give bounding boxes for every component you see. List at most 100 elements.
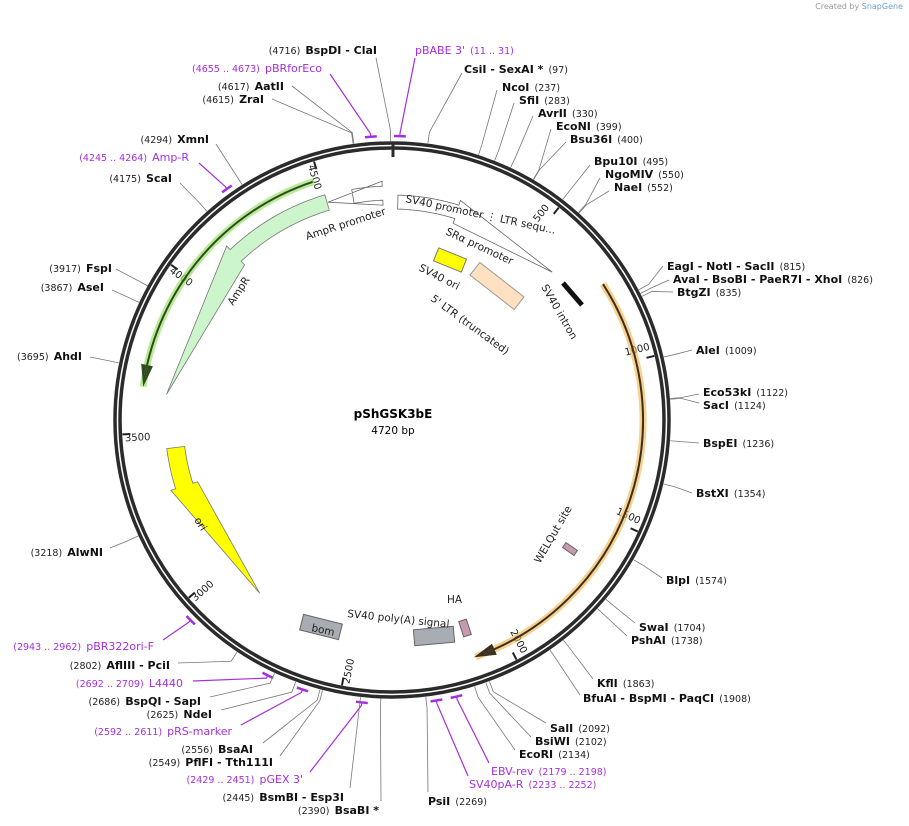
- primer-label: (4245 .. 4264) Amp-R: [79, 146, 189, 165]
- site-position: (4294): [140, 135, 172, 146]
- site-position: (3867): [41, 283, 73, 294]
- tick-mark: [511, 652, 518, 661]
- site-position: (4175): [109, 174, 141, 185]
- primer-label: EBV-rev (2179 .. 2198): [491, 760, 607, 779]
- site-position: (3917): [49, 264, 81, 275]
- site-label: NcoI (237): [502, 76, 560, 95]
- site-label: SwaI (1704): [639, 616, 705, 635]
- site-name: AflIII - PciI: [106, 659, 170, 672]
- feature-label-welqut: WELQut site: [532, 504, 575, 566]
- ha-tag: [458, 618, 472, 638]
- site-leader-line: [89, 356, 119, 364]
- site-leader-line: [663, 349, 693, 358]
- site-position: (550): [658, 170, 684, 181]
- site-label: BtgZI (835): [677, 281, 741, 300]
- site-name: Eco53kI: [703, 386, 751, 399]
- site-name: BspQI - SapI: [125, 695, 201, 708]
- site-label: EagI - NotI - SacII (815): [667, 255, 805, 274]
- site-leader-line: [494, 102, 515, 161]
- site-position: (1122): [756, 388, 788, 399]
- site-label: EcoRI (2134): [519, 743, 590, 762]
- site-leader-line: [427, 72, 463, 144]
- site-label: (2390) BsaBI *: [298, 799, 379, 818]
- site-position: (399): [596, 122, 622, 133]
- tick-mark: [630, 527, 639, 533]
- primer-label: (2943 .. 2962) pBR322ori-F: [13, 635, 154, 654]
- site-name: L4440: [149, 677, 183, 690]
- site-position: (11 .. 31): [470, 46, 514, 57]
- site-leader-line: [220, 681, 296, 711]
- site-position: (237): [534, 83, 560, 94]
- site-label: (4615) ZraI: [202, 88, 264, 107]
- site-position: (330): [572, 109, 598, 120]
- sv40-ori-box: [432, 247, 468, 273]
- primer-label: (2592 .. 2611) pRS-marker: [94, 720, 232, 739]
- site-name: AvaI - BsoBI - PaeR7I - XhoI: [673, 273, 842, 286]
- site-position: (283): [544, 96, 570, 107]
- site-leader-line: [179, 182, 208, 212]
- site-name: FspI: [86, 262, 112, 275]
- orf-arc-green: [143, 180, 313, 381]
- site-leader-line: [562, 164, 591, 200]
- site-leader-line: [177, 651, 238, 664]
- site-leader-line: [349, 697, 361, 789]
- credit-prefix: Created by: [815, 2, 860, 11]
- site-position: (3695): [17, 352, 49, 363]
- site-name: Bsu36I: [570, 133, 612, 146]
- site-position: (4617): [218, 82, 250, 93]
- tick-mark: [340, 677, 345, 686]
- site-label: PshAI (1738): [631, 629, 703, 648]
- primer-label: (4655 .. 4673) pBRforEco: [192, 57, 322, 76]
- site-leader-line: [215, 143, 243, 185]
- site-position: (2549): [149, 758, 181, 769]
- primer-mark: [364, 135, 377, 139]
- site-name: AseI: [77, 281, 104, 294]
- site-leader-line: [510, 115, 534, 168]
- primer-mark: [296, 686, 309, 693]
- site-position: (495): [643, 157, 669, 168]
- site-label: BfuAI - BspMI - PaqCI (1908): [583, 687, 751, 706]
- site-name: EagI - NotI - SacII: [667, 260, 775, 273]
- site-leader-line: [478, 89, 498, 155]
- site-leader-line: [375, 57, 391, 142]
- primer-mark: [450, 693, 463, 700]
- site-leader-line: [425, 696, 429, 793]
- site-position: (4245 .. 4264): [79, 153, 147, 164]
- site-name: AleI: [696, 344, 720, 357]
- site-label: NaeI (552): [614, 176, 673, 195]
- primer-label: SV40pA-R (2233 .. 2252): [469, 773, 596, 792]
- site-name: SfiI: [519, 94, 539, 107]
- tick-mark: [188, 591, 196, 599]
- site-position: (1236): [743, 439, 775, 450]
- site-label: EcoNI (399): [556, 115, 622, 134]
- site-name: XmnI: [177, 133, 209, 146]
- site-position: (2692 .. 2709): [76, 679, 144, 690]
- site-position: (1863): [623, 679, 655, 690]
- primer-mark: [430, 698, 443, 703]
- site-name: NgoMIV: [605, 168, 654, 181]
- site-leader-line: [532, 128, 552, 180]
- primer-mark: [355, 700, 368, 705]
- site-leader-line: [597, 608, 628, 637]
- feature-label-ha: HA: [447, 594, 463, 606]
- site-name: ScaI: [146, 172, 172, 185]
- site-name: AvrII: [538, 107, 567, 120]
- site-name: SacI: [703, 399, 729, 412]
- site-position: (2556): [181, 745, 213, 756]
- sv40-polya-box: [412, 625, 456, 647]
- site-leader-line: [109, 535, 139, 549]
- site-name: BtgZI: [677, 286, 711, 299]
- site-leader-line: [485, 682, 532, 738]
- site-position: (2134): [558, 750, 590, 761]
- site-label: (2686) BspQI - SapI: [89, 690, 201, 709]
- site-name: SalI: [550, 722, 573, 735]
- site-label: BspEI (1236): [703, 432, 774, 451]
- site-leader-line: [670, 393, 700, 399]
- sv40-promoter-arrow: [397, 194, 553, 273]
- site-position: (2269): [455, 797, 487, 808]
- site-leader-line: [309, 702, 363, 773]
- feature-label-sv40-polya: SV40 poly(A) signal: [347, 608, 450, 631]
- site-name: CsiI - SexAI *: [464, 63, 544, 76]
- site-position: (835): [716, 288, 742, 299]
